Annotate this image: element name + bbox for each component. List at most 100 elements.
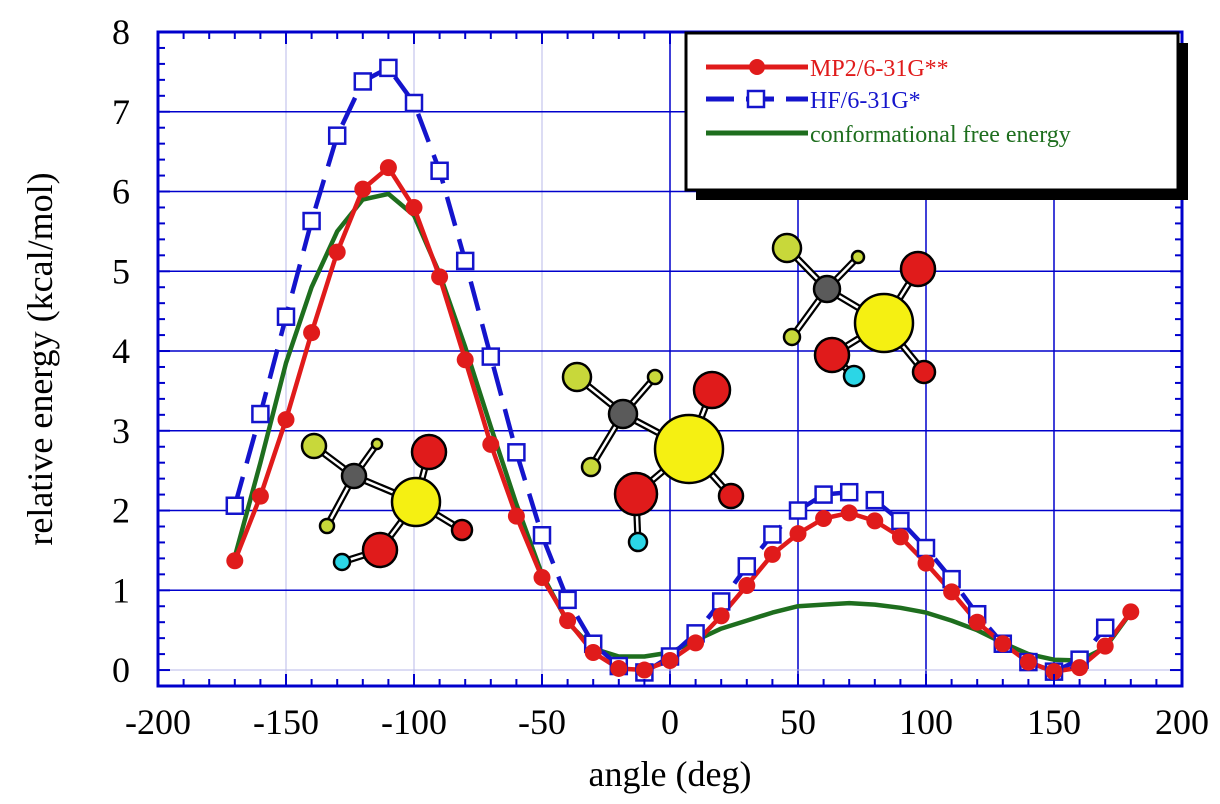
x-tick-label: -200 bbox=[125, 702, 191, 742]
mp2-point bbox=[482, 435, 500, 453]
mp2-point bbox=[507, 507, 525, 525]
mp2-point bbox=[559, 612, 577, 630]
x-tick-label: -50 bbox=[518, 702, 566, 742]
sulfur-atom bbox=[390, 476, 442, 528]
tick-labels: -200 -150 -100 -50 0 50 100 150 200 0 1 2 3 4 5 6 7 8 bbox=[112, 12, 1209, 742]
legend-label-free-energy: conformational free energy bbox=[810, 122, 1071, 148]
mp2-point bbox=[994, 635, 1012, 653]
hf-point bbox=[455, 251, 475, 271]
legend-label-mp2: MP2/6-31G** bbox=[810, 56, 949, 82]
mp2-point bbox=[610, 659, 628, 677]
molecule-insets bbox=[300, 232, 937, 572]
hf-point bbox=[404, 93, 424, 113]
y-axis-title: relative energy (kcal/mol) bbox=[20, 172, 60, 545]
fluorine-atom bbox=[850, 249, 866, 265]
hf-point bbox=[558, 590, 577, 610]
mp2-point bbox=[251, 487, 269, 505]
fluorine-atom bbox=[771, 232, 803, 264]
mp2-point bbox=[789, 525, 807, 543]
y-tick-label: 8 bbox=[112, 12, 130, 52]
mp2-point bbox=[866, 512, 884, 530]
x-tick-label: 50 bbox=[780, 702, 816, 742]
molecule-inset-left bbox=[300, 432, 474, 572]
hf-point bbox=[711, 592, 731, 611]
fluorine-atom bbox=[300, 432, 328, 460]
x-tick-label: 150 bbox=[1027, 702, 1081, 742]
fluorine-atom bbox=[580, 456, 602, 478]
y-tick-label: 4 bbox=[112, 331, 130, 371]
hf-point bbox=[1095, 618, 1115, 638]
oxygen-atom bbox=[692, 370, 732, 410]
hf-point bbox=[302, 211, 321, 231]
hf-point bbox=[430, 161, 449, 181]
hf-point bbox=[353, 72, 373, 91]
oxygen-atom bbox=[813, 336, 851, 374]
mp2-point bbox=[328, 243, 346, 261]
mp2-point bbox=[661, 651, 679, 669]
oxygen-atom bbox=[450, 518, 474, 542]
mp2-point bbox=[1071, 659, 1089, 677]
mp2-point bbox=[1122, 603, 1140, 621]
mp2-point bbox=[815, 510, 833, 528]
sulfur-atom bbox=[653, 413, 725, 485]
molecule-inset-right bbox=[771, 232, 937, 388]
hydrogen-atom bbox=[332, 552, 352, 572]
mp2-point bbox=[635, 661, 653, 679]
x-axis-title: angle (deg) bbox=[589, 754, 752, 794]
mp2-point bbox=[226, 552, 244, 570]
mp2-point bbox=[712, 607, 730, 625]
y-tick-label: 0 bbox=[112, 650, 130, 690]
mp2-point bbox=[456, 351, 474, 369]
oxygen-atom bbox=[361, 531, 399, 569]
y-tick-label: 1 bbox=[112, 570, 130, 610]
mp2-point bbox=[405, 198, 423, 216]
mp2-point bbox=[584, 644, 602, 662]
mp2-point bbox=[1096, 637, 1114, 655]
legend-box bbox=[684, 31, 1180, 192]
hf-point bbox=[327, 126, 347, 145]
mp2-point bbox=[763, 545, 781, 563]
mp2-point bbox=[354, 180, 372, 198]
hf-point bbox=[507, 443, 526, 462]
mp2-point bbox=[379, 159, 397, 177]
fluorine-atom bbox=[561, 361, 593, 393]
carbon-atom bbox=[812, 274, 842, 304]
mp2-point bbox=[533, 569, 551, 587]
fluorine-atom bbox=[646, 368, 664, 386]
x-tick-label: 200 bbox=[1155, 702, 1209, 742]
legend-marker-hf bbox=[746, 89, 766, 109]
hf-point bbox=[251, 404, 270, 424]
oxygen-atom bbox=[613, 471, 659, 517]
oxygen-atom bbox=[717, 482, 745, 510]
hf-point bbox=[737, 557, 757, 576]
hf-point bbox=[814, 485, 833, 504]
mp2-point bbox=[840, 504, 858, 522]
mp2-point bbox=[1019, 653, 1037, 671]
y-tick-label: 6 bbox=[112, 172, 130, 212]
hf-point bbox=[379, 58, 398, 78]
x-tick-label: -100 bbox=[381, 702, 447, 742]
oxygen-atom bbox=[911, 359, 937, 385]
hf-point bbox=[532, 526, 552, 545]
hf-point bbox=[916, 538, 936, 558]
mp2-point bbox=[687, 634, 705, 652]
mp2-point bbox=[277, 411, 295, 429]
mp2-point bbox=[738, 577, 756, 595]
mp2-point bbox=[968, 613, 986, 631]
hydrogen-atom bbox=[627, 531, 649, 553]
x-tick-label: 100 bbox=[899, 702, 953, 742]
y-tick-label: 5 bbox=[112, 251, 130, 291]
y-tick-label: 3 bbox=[112, 411, 130, 451]
mp2-point bbox=[891, 528, 909, 546]
carbon-atom bbox=[607, 398, 639, 430]
molecule-inset-middle bbox=[561, 361, 745, 553]
oxygen-atom bbox=[410, 433, 448, 471]
series-markers bbox=[225, 58, 1140, 682]
hf-point bbox=[891, 511, 910, 531]
fluorine-atom bbox=[782, 327, 802, 347]
y-tick-label: 7 bbox=[112, 92, 130, 132]
sulfur-atom bbox=[853, 292, 915, 354]
hf-point bbox=[225, 496, 245, 516]
hf-point bbox=[839, 482, 859, 502]
hf-point bbox=[481, 347, 501, 366]
